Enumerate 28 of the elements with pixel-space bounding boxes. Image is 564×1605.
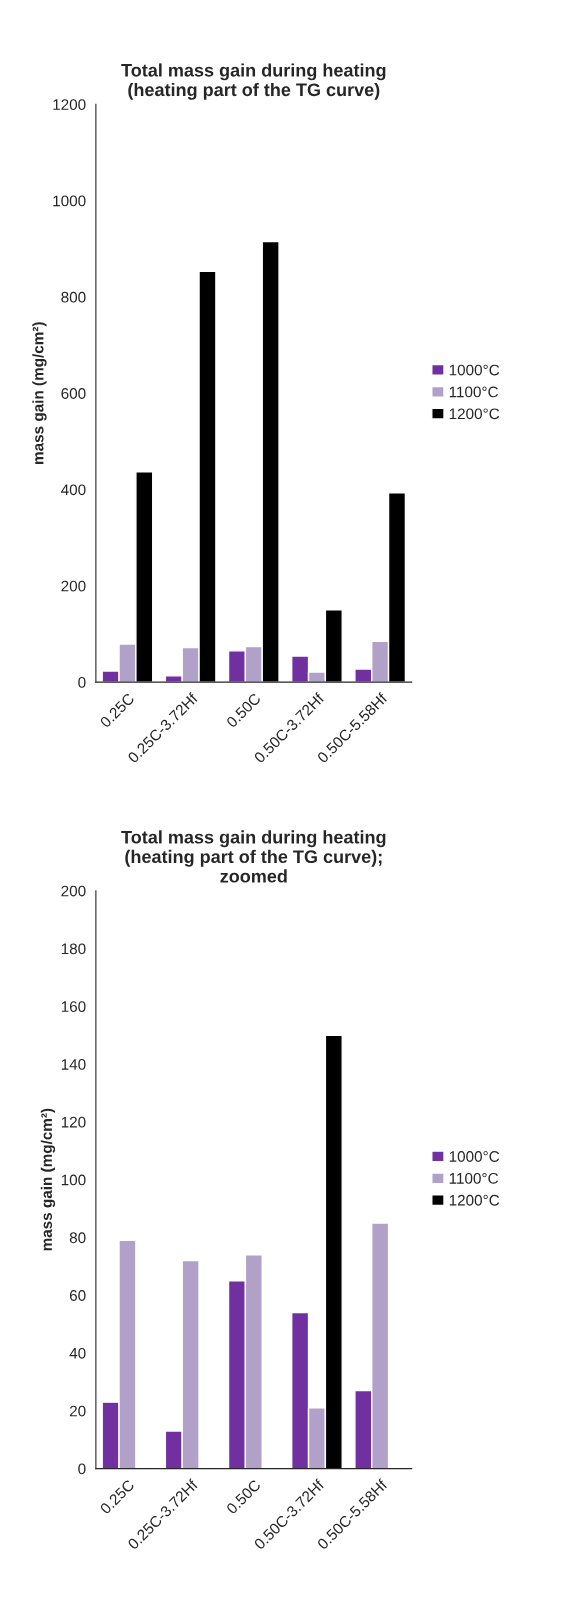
- y-tick-label: 100: [61, 1174, 86, 1186]
- legend-label: 1100°C: [449, 386, 499, 398]
- y-tick-label: 40: [69, 1347, 86, 1359]
- y-tick-label: 400: [61, 484, 86, 496]
- y-tick-label: 1000: [53, 195, 86, 207]
- y-tick-label: 0: [78, 676, 86, 688]
- y-tick-label: 200: [61, 885, 86, 897]
- y-tick-label: 180: [61, 943, 86, 955]
- y-tick-label: 20: [69, 1405, 86, 1417]
- legend-label: 1000°C: [449, 1151, 500, 1162]
- y-tick-label: 1200: [53, 99, 86, 111]
- y-tick-label: 200: [61, 580, 86, 592]
- y-tick-label: 800: [61, 291, 86, 303]
- legend-label: 1200°C: [449, 1194, 500, 1206]
- y-axis-title: mass gain (mg/cm²): [40, 1108, 56, 1251]
- chart-title: Total mass gain during heating (heating part of the TG curve): [121, 63, 386, 100]
- y-axis-title: mass gain (mg/cm²): [32, 322, 47, 464]
- legend-label: 1100°C: [449, 1172, 499, 1184]
- y-tick-label: 160: [61, 1001, 86, 1013]
- y-tick-label: 120: [61, 1116, 86, 1128]
- legend-label: 1200°C: [449, 408, 500, 420]
- y-tick-label: 60: [69, 1290, 86, 1301]
- y-tick-label: 140: [61, 1058, 86, 1070]
- y-tick-label: 0: [78, 1463, 86, 1475]
- y-tick-label: 600: [61, 388, 86, 399]
- y-tick-label: 80: [69, 1232, 86, 1244]
- chart-title: Total mass gain during heating (heating part of the TG curve); zoomed: [121, 830, 386, 883]
- legend-label: 1000°C: [449, 364, 500, 376]
